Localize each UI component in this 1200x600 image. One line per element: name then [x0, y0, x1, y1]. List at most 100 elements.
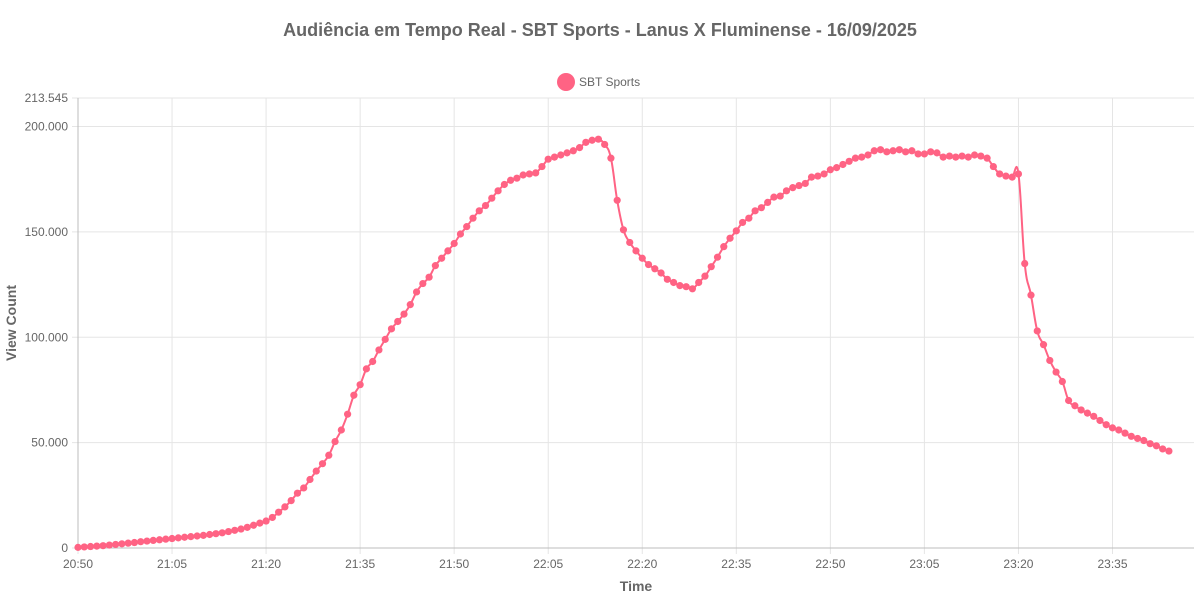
- data-point-0-19[interactable]: [193, 532, 201, 540]
- data-point-0-129[interactable]: [883, 148, 891, 156]
- data-point-0-170[interactable]: [1140, 436, 1148, 445]
- data-point-0-34[interactable]: [287, 496, 295, 505]
- data-point-0-82[interactable]: [588, 136, 596, 144]
- data-point-0-149[interactable]: [1008, 173, 1016, 181]
- data-point-0-40[interactable]: [325, 451, 333, 459]
- data-point-0-83[interactable]: [594, 135, 602, 143]
- data-point-0-49[interactable]: [381, 335, 389, 343]
- data-point-0-161[interactable]: [1083, 409, 1092, 417]
- data-point-0-99[interactable]: [695, 278, 703, 287]
- data-point-0-113[interactable]: [782, 187, 791, 195]
- data-point-0-68[interactable]: [500, 180, 508, 189]
- data-point-0-35[interactable]: [293, 489, 302, 497]
- data-point-0-155[interactable]: [1046, 356, 1054, 365]
- data-point-0-160[interactable]: [1077, 406, 1085, 414]
- data-point-0-38[interactable]: [312, 467, 320, 475]
- data-point-0-78[interactable]: [563, 149, 571, 157]
- data-point-0-8[interactable]: [124, 539, 132, 547]
- data-point-0-139[interactable]: [945, 152, 954, 160]
- data-point-0-130[interactable]: [889, 147, 897, 155]
- data-point-0-76[interactable]: [550, 153, 559, 161]
- data-point-0-24[interactable]: [224, 527, 233, 536]
- data-point-0-79[interactable]: [569, 147, 577, 155]
- data-point-0-172[interactable]: [1152, 442, 1160, 450]
- data-point-0-44[interactable]: [350, 391, 358, 399]
- data-point-0-106[interactable]: [738, 218, 747, 227]
- data-point-0-166[interactable]: [1115, 426, 1123, 434]
- data-point-0-140[interactable]: [952, 153, 960, 161]
- data-point-0-58[interactable]: [438, 254, 446, 262]
- data-point-0-50[interactable]: [387, 325, 396, 333]
- data-point-0-147[interactable]: [996, 170, 1004, 178]
- data-point-0-32[interactable]: [275, 508, 283, 516]
- data-point-0-112[interactable]: [776, 192, 784, 200]
- data-point-0-153[interactable]: [1033, 327, 1041, 335]
- data-point-0-80[interactable]: [575, 144, 584, 152]
- data-point-0-52[interactable]: [400, 310, 408, 318]
- data-point-0-91[interactable]: [644, 260, 653, 269]
- data-point-0-107[interactable]: [745, 214, 753, 222]
- data-point-0-151[interactable]: [1021, 259, 1029, 268]
- data-point-0-72[interactable]: [525, 170, 534, 178]
- data-point-0-63[interactable]: [469, 214, 477, 222]
- data-point-0-3[interactable]: [93, 542, 101, 550]
- data-point-0-173[interactable]: [1159, 445, 1167, 453]
- data-point-0-94[interactable]: [663, 275, 671, 283]
- data-point-0-36[interactable]: [300, 484, 308, 492]
- data-point-0-7[interactable]: [118, 540, 126, 548]
- data-point-0-25[interactable]: [231, 526, 239, 534]
- data-point-0-62[interactable]: [463, 223, 471, 231]
- data-point-0-124[interactable]: [851, 154, 860, 162]
- data-point-0-168[interactable]: [1127, 432, 1135, 440]
- data-point-0-4[interactable]: [99, 542, 107, 550]
- data-point-0-158[interactable]: [1065, 396, 1073, 405]
- data-point-0-157[interactable]: [1058, 377, 1066, 386]
- data-point-0-109[interactable]: [757, 204, 765, 212]
- data-point-0-123[interactable]: [845, 157, 853, 165]
- data-point-0-21[interactable]: [206, 530, 214, 539]
- data-point-0-42[interactable]: [337, 426, 345, 434]
- data-point-0-138[interactable]: [939, 153, 947, 161]
- data-point-0-118[interactable]: [814, 172, 822, 180]
- data-point-0-65[interactable]: [481, 201, 490, 210]
- data-point-0-64[interactable]: [475, 207, 483, 215]
- data-point-0-126[interactable]: [864, 151, 872, 159]
- data-point-0-59[interactable]: [444, 247, 452, 255]
- data-point-0-29[interactable]: [256, 519, 264, 527]
- data-point-0-30[interactable]: [262, 517, 270, 525]
- data-point-0-95[interactable]: [670, 278, 678, 287]
- data-point-0-141[interactable]: [958, 152, 966, 160]
- data-point-0-56[interactable]: [425, 273, 433, 281]
- data-point-0-156[interactable]: [1052, 368, 1060, 376]
- data-point-0-116[interactable]: [801, 179, 809, 188]
- data-point-0-148[interactable]: [1002, 172, 1010, 180]
- data-point-0-43[interactable]: [344, 410, 352, 418]
- data-point-0-77[interactable]: [557, 151, 565, 159]
- data-point-0-164[interactable]: [1102, 421, 1110, 429]
- data-point-0-16[interactable]: [174, 534, 182, 542]
- data-point-0-169[interactable]: [1133, 434, 1142, 443]
- data-point-0-103[interactable]: [720, 243, 728, 251]
- data-point-0-6[interactable]: [112, 540, 120, 549]
- data-point-0-145[interactable]: [983, 154, 991, 162]
- data-point-0-48[interactable]: [375, 346, 383, 354]
- data-point-0-154[interactable]: [1039, 341, 1048, 349]
- data-point-0-137[interactable]: [933, 149, 941, 157]
- data-point-0-131[interactable]: [895, 146, 903, 154]
- data-point-0-81[interactable]: [582, 138, 590, 146]
- data-point-0-114[interactable]: [789, 184, 797, 192]
- data-point-0-167[interactable]: [1121, 429, 1129, 437]
- data-point-0-135[interactable]: [920, 150, 929, 158]
- data-point-0-53[interactable]: [406, 301, 414, 309]
- data-point-0-23[interactable]: [218, 529, 226, 537]
- data-point-0-86[interactable]: [613, 196, 621, 204]
- data-point-0-162[interactable]: [1090, 412, 1098, 420]
- data-point-0-66[interactable]: [488, 194, 496, 202]
- data-point-0-54[interactable]: [412, 288, 421, 296]
- data-point-0-104[interactable]: [726, 234, 734, 242]
- data-point-0-10[interactable]: [137, 538, 145, 546]
- data-point-0-97[interactable]: [682, 283, 690, 291]
- data-point-0-111[interactable]: [770, 193, 778, 201]
- legend-swatch[interactable]: [557, 73, 575, 91]
- data-point-0-93[interactable]: [657, 269, 665, 277]
